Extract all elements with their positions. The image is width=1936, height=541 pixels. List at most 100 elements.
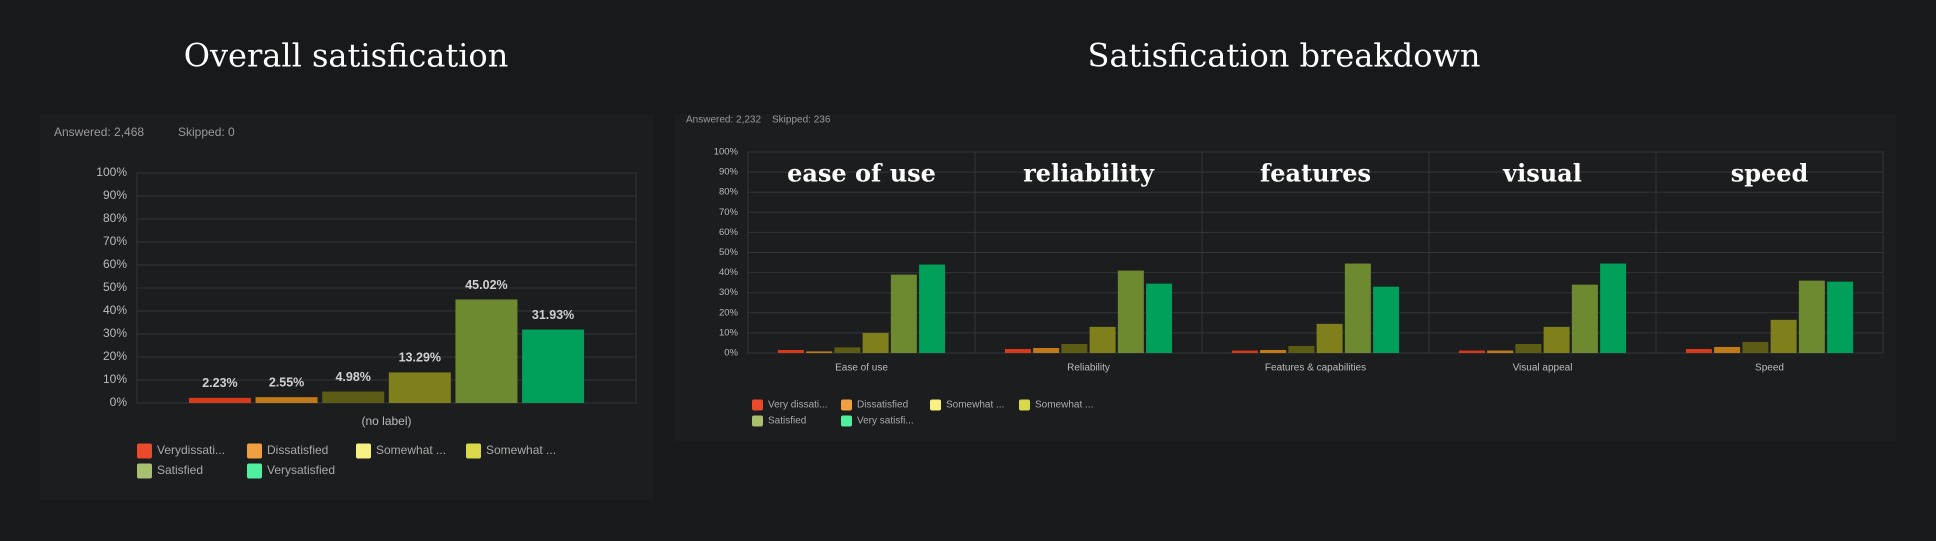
bar <box>1231 350 1258 353</box>
legend-swatch <box>137 463 152 479</box>
bar <box>1288 345 1315 353</box>
y-tick-label: 40% <box>719 267 739 278</box>
x-tick-label: Reliability <box>1067 363 1110 374</box>
skipped-count: Skipped: 236 <box>772 115 831 126</box>
legend-label: Verysatisfied <box>267 463 335 477</box>
y-tick-label: 10% <box>103 372 127 386</box>
y-tick-label: 50% <box>719 247 739 258</box>
legend-label: Verydissati... <box>157 443 225 457</box>
y-tick-label: 100% <box>96 165 127 179</box>
legend-swatch <box>247 463 262 479</box>
legend-swatch <box>841 399 852 411</box>
bar <box>1571 284 1598 353</box>
bar <box>806 351 833 353</box>
legend-label: Dissatisfied <box>267 443 328 457</box>
bar <box>1089 326 1116 353</box>
bar <box>919 264 946 353</box>
bar <box>777 349 804 353</box>
bar <box>455 299 518 403</box>
y-tick-label: 80% <box>719 187 739 198</box>
y-tick-label: 20% <box>103 349 127 363</box>
y-tick-label: 60% <box>103 257 127 271</box>
legend-label: Somewhat ... <box>946 400 1004 411</box>
chart-title: Satisfication breakdown <box>1088 37 1481 75</box>
bar <box>1714 346 1741 353</box>
legend-swatch <box>137 443 152 459</box>
x-tick-label: Features & capabilities <box>1265 363 1366 374</box>
bar <box>1260 349 1287 353</box>
x-tick-label: Ease of use <box>835 363 888 374</box>
legend-swatch <box>752 415 763 427</box>
legend-label: Somewhat ... <box>1035 400 1093 411</box>
legend-swatch <box>466 443 481 459</box>
bar <box>388 372 451 403</box>
chart-title: Overall satisfication <box>184 37 509 75</box>
facet-label: ease of use <box>787 159 936 188</box>
legend-label: Satisfied <box>768 416 806 427</box>
legend-swatch <box>356 443 371 459</box>
bar <box>1600 263 1627 353</box>
bar <box>834 347 861 353</box>
data-label: 31.93% <box>532 308 574 322</box>
facet-label: features <box>1260 159 1371 188</box>
x-tick-label: Visual appeal <box>1513 363 1573 374</box>
legend-label: Dissatisfied <box>857 400 908 411</box>
y-tick-label: 80% <box>103 211 127 225</box>
answered-count: Answered: 2,232 <box>686 115 761 126</box>
facet-label: reliability <box>1023 159 1155 188</box>
bar <box>1316 323 1343 353</box>
y-tick-label: 50% <box>103 280 127 294</box>
data-label: 45.02% <box>465 278 507 292</box>
bar <box>188 397 251 403</box>
bar <box>1742 341 1769 353</box>
y-tick-label: 90% <box>103 188 127 202</box>
legend-label: Very dissati... <box>768 400 827 411</box>
data-label: 2.55% <box>269 375 304 389</box>
bar <box>1487 350 1514 353</box>
y-tick-label: 30% <box>103 326 127 340</box>
y-tick-label: 40% <box>103 303 127 317</box>
bar <box>1117 270 1144 353</box>
legend-label: Very satisfi... <box>857 416 914 427</box>
bar <box>1344 263 1371 353</box>
bar <box>255 397 318 403</box>
y-tick-label: 90% <box>719 167 739 178</box>
bar <box>1770 319 1797 353</box>
legend-swatch <box>841 415 852 427</box>
data-label: 4.98% <box>335 370 370 384</box>
bar <box>322 391 385 403</box>
y-tick-label: 70% <box>719 207 739 218</box>
bar <box>1004 348 1031 353</box>
legend-label: Satisfied <box>157 463 203 477</box>
y-tick-label: 70% <box>103 234 127 248</box>
x-tick-label: (no label) <box>361 414 411 428</box>
data-label: 13.29% <box>399 351 441 365</box>
bar <box>1033 347 1060 353</box>
panel <box>674 114 1896 441</box>
data-label: 2.23% <box>202 376 237 390</box>
bar <box>1146 283 1173 353</box>
facet-label: visual <box>1502 159 1582 188</box>
bar <box>1827 281 1854 353</box>
y-tick-label: 0% <box>110 395 128 409</box>
legend-swatch <box>930 399 941 411</box>
bar <box>1515 343 1542 353</box>
y-tick-label: 30% <box>719 287 739 298</box>
legend-swatch <box>247 443 262 459</box>
facet-label: speed <box>1731 159 1809 188</box>
skipped-count: Skipped: 0 <box>178 125 235 139</box>
legend-swatch <box>752 399 763 411</box>
panel <box>40 114 654 500</box>
y-tick-label: 60% <box>719 227 739 238</box>
y-tick-label: 100% <box>714 147 739 158</box>
bar <box>1685 348 1712 353</box>
y-tick-label: 10% <box>719 327 739 338</box>
bar <box>1543 326 1570 353</box>
y-tick-label: 0% <box>724 348 738 359</box>
bar <box>862 332 889 353</box>
legend-label: Somewhat ... <box>486 443 556 457</box>
bar <box>1061 343 1088 353</box>
bar <box>890 274 917 353</box>
legend-label: Somewhat ... <box>376 443 446 457</box>
